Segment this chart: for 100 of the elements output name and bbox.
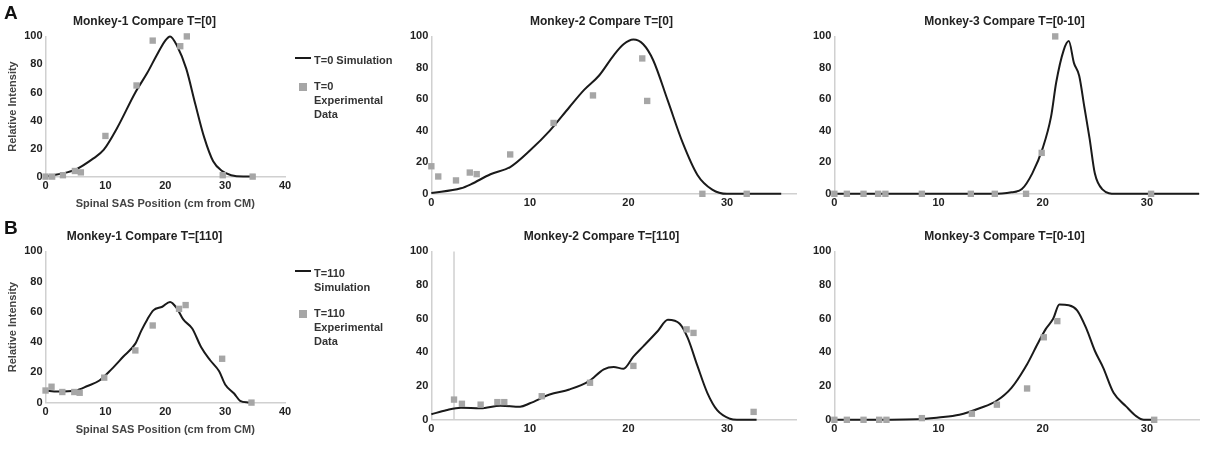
legend-label: T=0 Experimental Data [314,78,385,121]
y-tick-label: 40 [819,345,832,358]
x-tick-label: 10 [523,196,537,209]
point [249,173,256,180]
y-tick-label: 20 [416,379,429,392]
point [883,416,890,423]
x-tick-label: 20 [622,196,635,209]
y-tick-label: 100 [24,244,43,257]
point [102,132,109,140]
x-tick-label: 30 [1140,422,1154,435]
point [550,119,557,127]
y-tick-label: 100 [812,29,832,42]
legend-label: T=110 Simulation [314,266,372,294]
text: A [4,2,18,24]
point [494,398,501,406]
x-tick-label: 20 [622,422,635,435]
y-tick-label: 20 [30,365,43,378]
x-tick-label: 20 [1036,196,1049,209]
x-tick-label: 10 [932,422,945,435]
point [101,374,108,381]
y-tick-label: 40 [819,123,832,136]
y-tick-label: 20 [819,379,832,392]
y-tick-label: 60 [30,304,43,317]
x-tick-label: 30 [219,405,232,418]
point [48,383,55,390]
x-tick-label: 20 [159,179,172,192]
point [132,347,139,354]
x-axis-title: Spinal SAS Position (cm from CM) [75,423,256,436]
point [450,396,458,403]
point [466,169,473,176]
x-tick-label: 20 [159,405,172,418]
y-tick-label: 20 [819,155,832,168]
x-tick-label: 10 [523,422,537,435]
point [630,362,637,370]
point [182,301,189,309]
point [452,177,460,184]
y-tick-label: 100 [812,244,832,257]
y-tick-label: 40 [30,335,43,348]
y-tick-label: 0 [36,395,43,408]
y-tick-label: 80 [819,60,832,73]
chart-title: Monkey-1 Compare T=[110] [66,228,223,243]
point [1023,385,1031,392]
point [683,326,690,333]
point [77,169,85,176]
y-axis-title: Relative Intensity [5,280,18,373]
point [477,401,484,408]
point [860,416,867,423]
y-tick-label: 100 [409,244,429,257]
x-tick-label: 30 [219,179,232,192]
y-tick-label: 60 [416,92,429,105]
x-tick-label: 10 [99,179,112,192]
y-tick-label: 80 [30,57,43,70]
y-tick-label: 100 [409,29,429,42]
x-tick-label: 40 [278,179,292,192]
point [882,190,889,197]
y-tick-label: 20 [416,155,429,168]
y-tick-label: 0 [36,169,43,182]
y-tick-label: 80 [819,278,832,291]
line-series [430,38,783,195]
point [183,33,191,40]
point [860,190,867,197]
text: B [4,217,18,239]
point [133,82,140,89]
y-axis-title: Relative Intensity [5,60,18,152]
point [48,173,56,180]
point [435,173,442,180]
chart-title: Monkey-3 Compare T=[0-10] [924,228,1085,243]
y-tick-label: 60 [819,311,832,324]
y-tick-label: 100 [24,29,43,42]
point [750,408,757,416]
point [149,37,156,44]
y-tick-label: 40 [416,123,429,136]
legend-label: T=0 Simulation [314,52,393,67]
point [1052,33,1059,40]
y-tick-label: 60 [416,311,429,324]
point [507,151,514,158]
x-axis-title: Spinal SAS Position (cm from CM) [75,197,256,210]
y-tick-label: 80 [416,278,429,291]
x-tick-label: 10 [932,196,945,209]
chart-title: Monkey-2 Compare T=[0] [529,13,674,28]
point [831,416,838,423]
point [76,389,83,396]
x-tick-label: 40 [278,405,292,418]
y-tick-label: 80 [416,60,429,73]
point [149,322,156,329]
line-series [430,318,758,421]
y-tick-label: 60 [819,92,832,105]
chart-title: Monkey-1 Compare T=[0] [72,13,217,28]
y-tick-label: 60 [30,85,43,98]
point [473,170,480,178]
legend-label: T=110 Experimental Data [314,306,385,348]
x-tick-label: 30 [720,422,734,435]
y-tick-label: 40 [416,345,429,358]
point [1038,149,1045,157]
point [42,387,49,394]
point [589,92,597,99]
point [699,190,706,197]
point [875,416,883,423]
x-tick-label: 30 [720,196,734,209]
y-tick-label: 80 [30,274,43,287]
